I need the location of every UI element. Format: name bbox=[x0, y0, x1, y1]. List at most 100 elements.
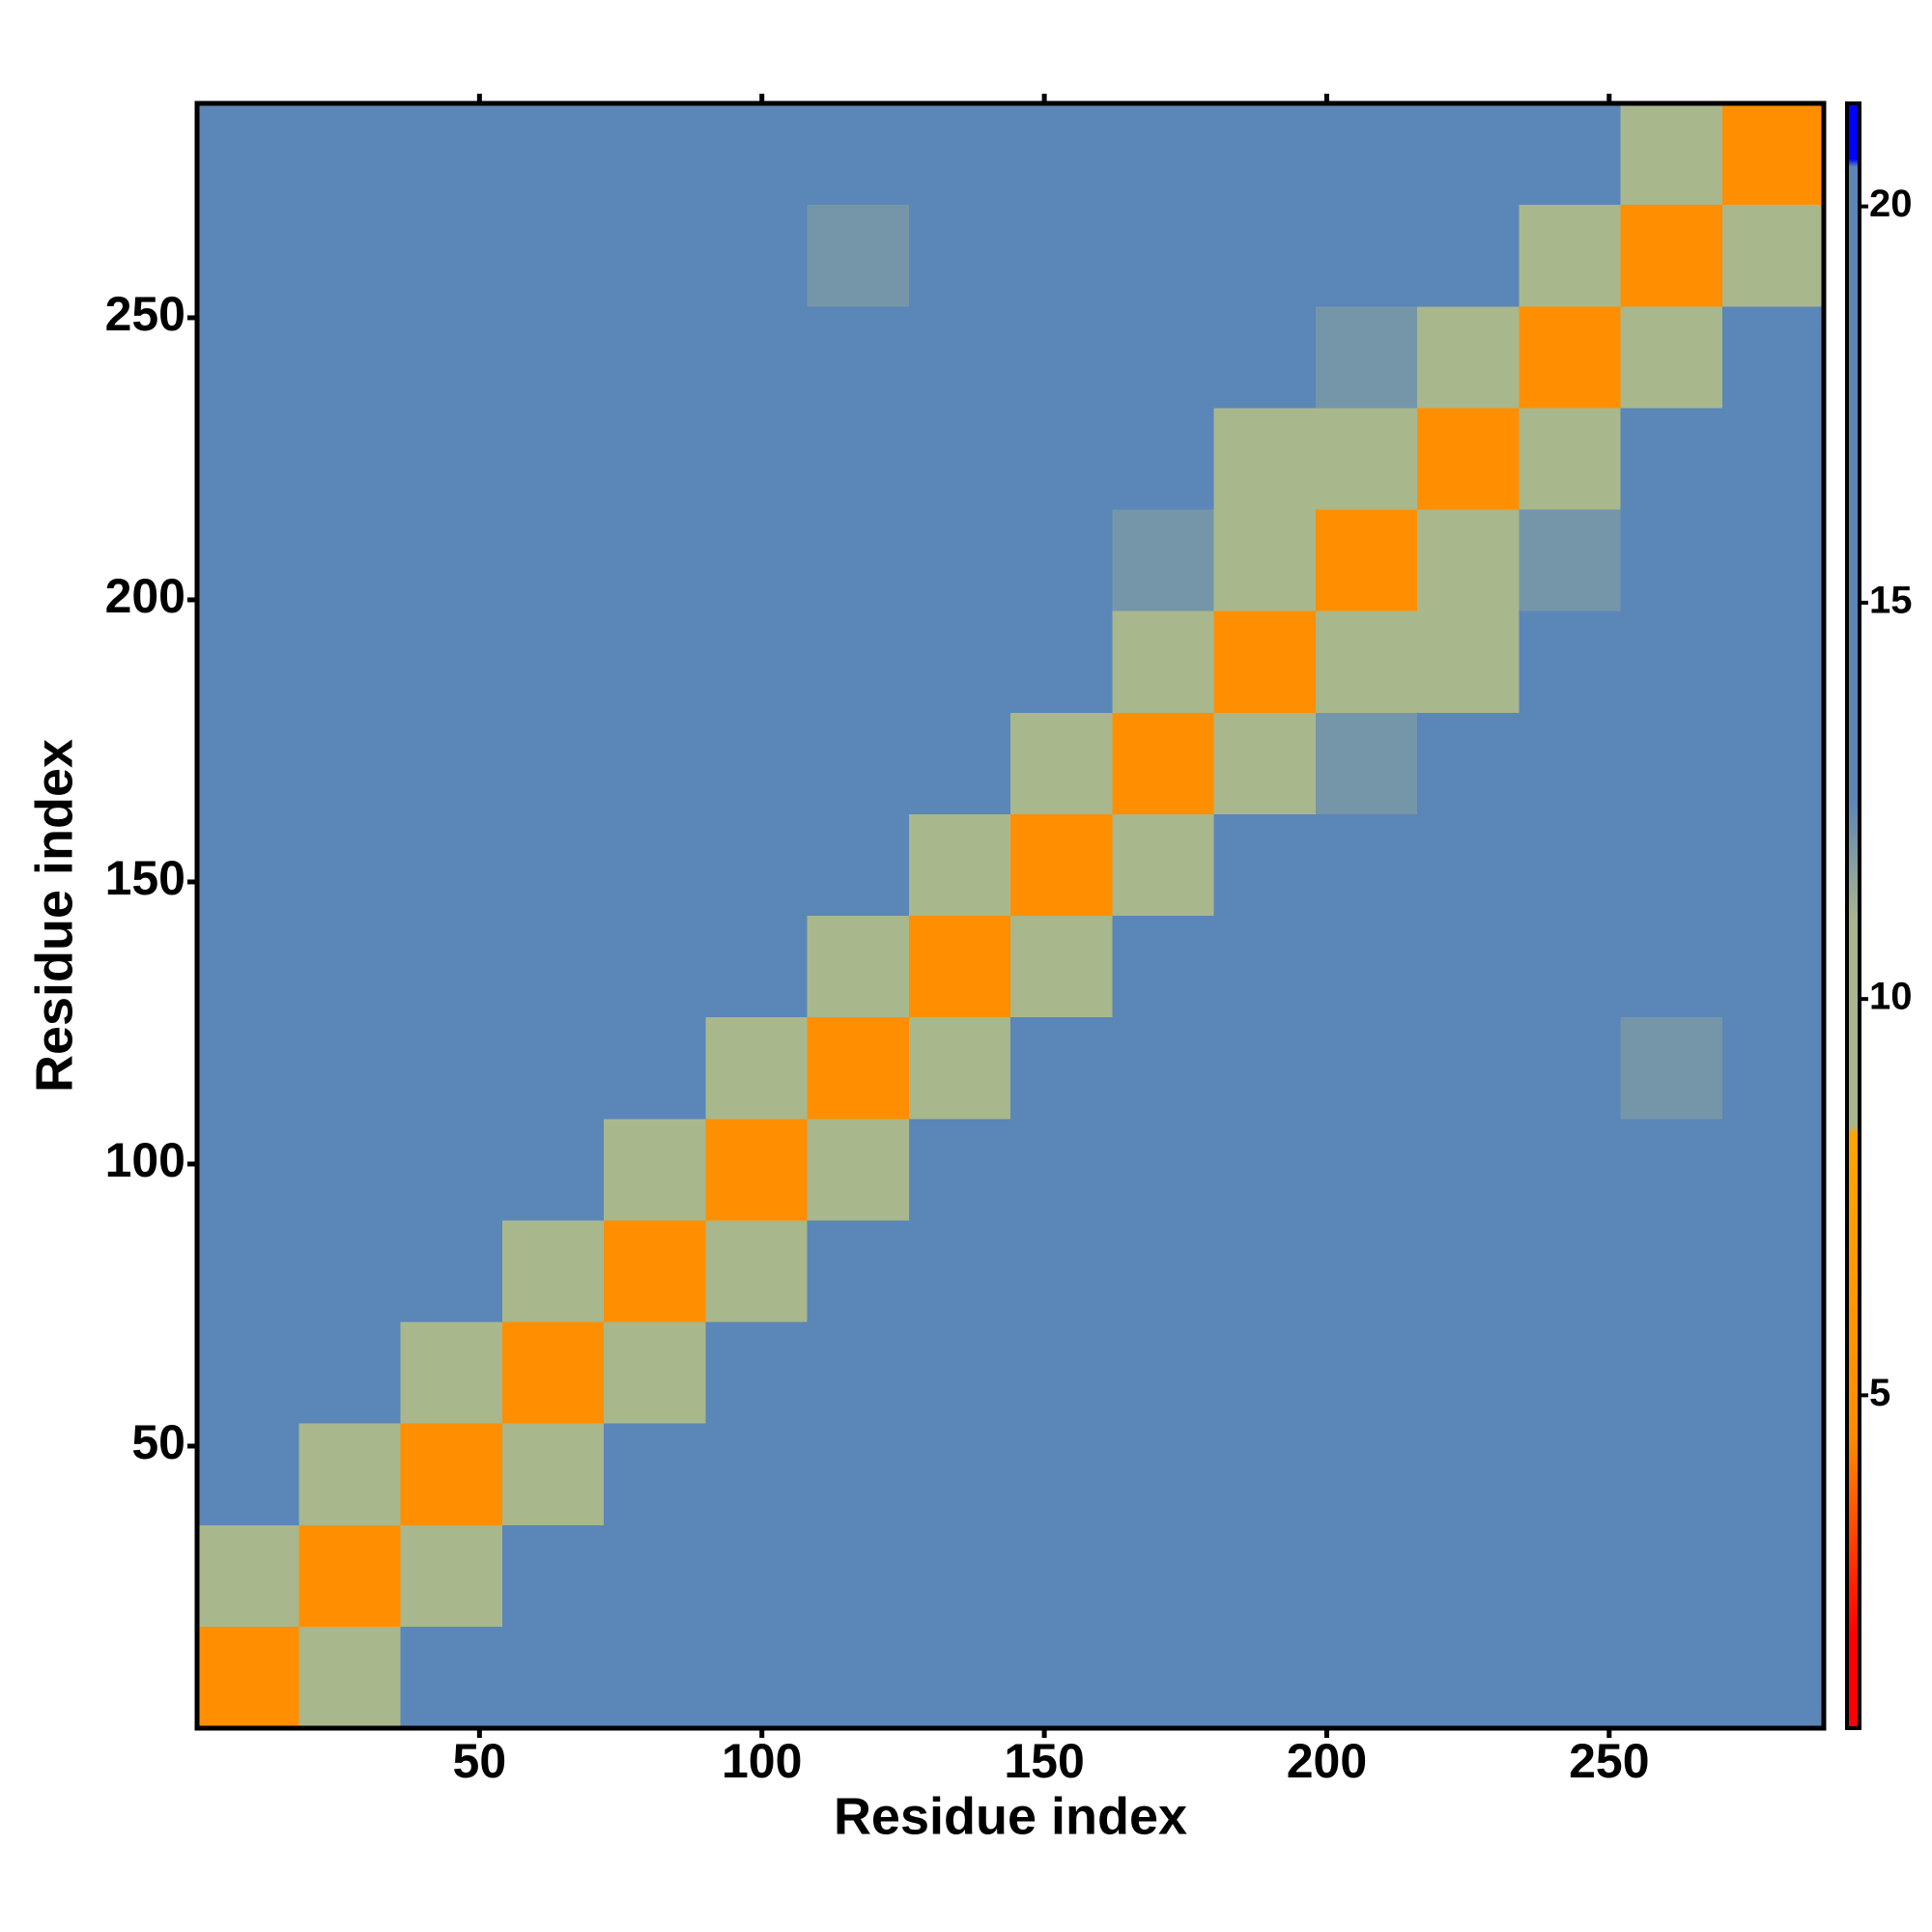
heatmap-cell bbox=[298, 1321, 401, 1424]
heatmap-cell bbox=[908, 1220, 1010, 1322]
heatmap-cell bbox=[1519, 1626, 1621, 1728]
heatmap-cell bbox=[1417, 1119, 1520, 1221]
heatmap-cell bbox=[1213, 1524, 1316, 1627]
heatmap-cell bbox=[298, 1220, 401, 1322]
x-tick-label: 200 bbox=[1287, 1734, 1367, 1788]
heatmap-cell bbox=[1721, 205, 1824, 307]
x-tick-label: 250 bbox=[1569, 1734, 1649, 1788]
heatmap-cell bbox=[1620, 611, 1722, 713]
colorbar bbox=[1845, 101, 1861, 1730]
heatmap-cell bbox=[501, 509, 604, 611]
heatmap-cell bbox=[1519, 712, 1621, 814]
heatmap-cell bbox=[1721, 1626, 1824, 1728]
heatmap-cell bbox=[1620, 1220, 1722, 1322]
heatmap-cell bbox=[1620, 1017, 1722, 1120]
heatmap-cell bbox=[604, 205, 706, 307]
heatmap-cell bbox=[501, 408, 604, 510]
heatmap-cell bbox=[604, 103, 706, 206]
heatmap-cell bbox=[1721, 1524, 1824, 1627]
heatmap-cell bbox=[1213, 1017, 1316, 1120]
heatmap-cell bbox=[1417, 205, 1520, 307]
heatmap-cell bbox=[1010, 1321, 1113, 1424]
heatmap-cell bbox=[197, 1321, 299, 1424]
heatmap-cells bbox=[197, 103, 1824, 1728]
heatmap-cell bbox=[1417, 1017, 1520, 1120]
heatmap-cell bbox=[1315, 103, 1417, 206]
heatmap-cell bbox=[1213, 306, 1316, 409]
heatmap-cell bbox=[400, 205, 502, 307]
heatmap-cell bbox=[197, 1626, 299, 1728]
heatmap-cell bbox=[604, 1321, 706, 1424]
heatmap-cell bbox=[197, 306, 299, 409]
heatmap-cell bbox=[908, 712, 1010, 814]
heatmap-cell bbox=[400, 813, 502, 916]
heatmap-cell bbox=[400, 1220, 502, 1322]
x-tick-label: 50 bbox=[453, 1734, 507, 1788]
heatmap-cell bbox=[1112, 1524, 1214, 1627]
heatmap-cell bbox=[1519, 1119, 1621, 1221]
heatmap-cell bbox=[1620, 1321, 1722, 1424]
heatmap-cell bbox=[1213, 813, 1316, 916]
heatmap-cell bbox=[604, 1626, 706, 1728]
heatmap-cell bbox=[1315, 813, 1417, 916]
heatmap-cell bbox=[1213, 509, 1316, 611]
heatmap-cell bbox=[807, 916, 909, 1018]
heatmap-cell bbox=[197, 1524, 299, 1627]
heatmap-cell bbox=[1721, 611, 1824, 713]
heatmap-cell bbox=[604, 813, 706, 916]
y-tick-label: 250 bbox=[105, 287, 185, 341]
heatmap-cell bbox=[908, 408, 1010, 510]
heatmap-cell bbox=[1721, 1017, 1824, 1120]
heatmap-cell bbox=[1112, 712, 1214, 814]
heatmap-cell bbox=[1620, 509, 1722, 611]
heatmap-cell bbox=[298, 1423, 401, 1525]
heatmap-cell bbox=[1112, 1220, 1214, 1322]
colorbar-tick-label: 10 bbox=[1869, 976, 1913, 1018]
heatmap-cell bbox=[501, 813, 604, 916]
heatmap-cell bbox=[1315, 1321, 1417, 1424]
heatmap-cell bbox=[1519, 813, 1621, 916]
heatmap-cell bbox=[1417, 1220, 1520, 1322]
heatmap-cell bbox=[908, 306, 1010, 409]
heatmap-cell bbox=[908, 509, 1010, 611]
heatmap-cell bbox=[1417, 1626, 1520, 1728]
colorbar-tick-label: 15 bbox=[1869, 579, 1913, 621]
heatmap-cell bbox=[1620, 1524, 1722, 1627]
heatmap-cell bbox=[1519, 205, 1621, 307]
heatmap-cell bbox=[197, 1423, 299, 1525]
heatmap-cell bbox=[1213, 103, 1316, 206]
heatmap-cell bbox=[1010, 611, 1113, 713]
heatmap-cell bbox=[908, 916, 1010, 1018]
heatmap-cell bbox=[1213, 1220, 1316, 1322]
heatmap-cell bbox=[501, 611, 604, 713]
heatmap-cell bbox=[1315, 916, 1417, 1018]
heatmap-cell bbox=[501, 1017, 604, 1120]
heatmap-cell bbox=[501, 1321, 604, 1424]
heatmap-cell bbox=[705, 1119, 808, 1221]
heatmap-cell bbox=[1112, 205, 1214, 307]
heatmap-cell bbox=[1519, 1220, 1621, 1322]
heatmap-cell bbox=[1620, 1119, 1722, 1221]
heatmap-cell bbox=[1010, 916, 1113, 1018]
heatmap-cell bbox=[1315, 509, 1417, 611]
heatmap-cell bbox=[1112, 509, 1214, 611]
heatmap-cell bbox=[1315, 1220, 1417, 1322]
heatmap-cell bbox=[1315, 1626, 1417, 1728]
heatmap-cell bbox=[604, 1423, 706, 1525]
heatmap-cell bbox=[197, 1119, 299, 1221]
heatmap-cell bbox=[1519, 103, 1621, 206]
heatmap-cell bbox=[501, 1423, 604, 1525]
heatmap-cell bbox=[1213, 1423, 1316, 1525]
heatmap-cell bbox=[1010, 1119, 1113, 1221]
heatmap-cell bbox=[1417, 1423, 1520, 1525]
heatmap-cell bbox=[1213, 712, 1316, 814]
heatmap-cell bbox=[604, 509, 706, 611]
x-tick-label: 100 bbox=[722, 1734, 802, 1788]
heatmap-cell bbox=[705, 1626, 808, 1728]
heatmap-cell bbox=[705, 1220, 808, 1322]
heatmap-cell bbox=[705, 813, 808, 916]
y-axis-title: Residue index bbox=[25, 739, 83, 1093]
heatmap-cell bbox=[1213, 1321, 1316, 1424]
heatmap-cell bbox=[1315, 1017, 1417, 1120]
